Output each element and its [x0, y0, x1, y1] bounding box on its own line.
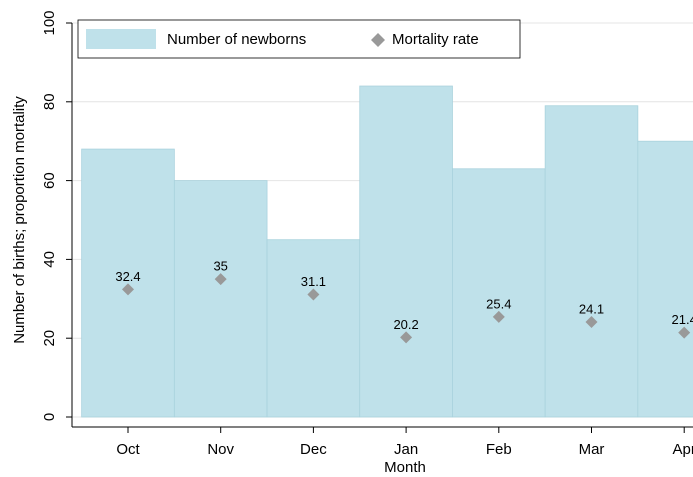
y-tick-label: 100: [41, 10, 58, 35]
x-tick-label: Mar: [579, 441, 605, 458]
y-tick-label: 80: [41, 93, 58, 110]
diamond-marker: [214, 273, 227, 286]
value-label: 25.4: [486, 296, 511, 311]
value-label: 35: [213, 259, 227, 274]
value-label: 32.4: [115, 269, 140, 284]
legend-label: Mortality rate: [392, 31, 479, 48]
legend-swatch: [86, 29, 156, 49]
x-tick-label: Nov: [207, 441, 234, 458]
value-label: 31.1: [301, 274, 326, 289]
x-tick-label: Oct: [116, 441, 140, 458]
x-tick-label: Dec: [300, 441, 327, 458]
x-tick-label: Apr: [673, 441, 693, 458]
diamond-marker: [678, 326, 691, 339]
value-label: 20.2: [393, 317, 418, 332]
legend: Number of newborns Mortality rate: [77, 19, 521, 59]
bar: [359, 85, 453, 418]
diamond-marker: [585, 316, 598, 329]
legend-label: Number of newborns: [167, 31, 306, 48]
y-tick-label: 0: [41, 413, 58, 421]
x-tick-label: Feb: [486, 441, 512, 458]
bar: [544, 105, 639, 418]
legend-marker: [371, 33, 385, 47]
bar: [452, 168, 546, 418]
x-tick-label: Jan: [394, 441, 418, 458]
bar: [173, 180, 268, 418]
value-label: 24.1: [579, 301, 604, 316]
bar: [266, 239, 361, 418]
x-axis-title: Month: [384, 459, 426, 476]
y-tick-label: 20: [41, 330, 58, 347]
y-tick-label: 60: [41, 172, 58, 189]
y-tick-label: 40: [41, 251, 58, 268]
y-axis-title: Number of births; proportion mortality: [11, 96, 28, 344]
diamond-marker: [492, 310, 505, 323]
value-label: 21.4: [672, 312, 693, 327]
diamond-marker: [122, 283, 134, 296]
diamond-marker: [400, 331, 413, 344]
bar: [81, 148, 175, 418]
bar: [637, 140, 693, 418]
diamond-marker: [307, 288, 320, 301]
